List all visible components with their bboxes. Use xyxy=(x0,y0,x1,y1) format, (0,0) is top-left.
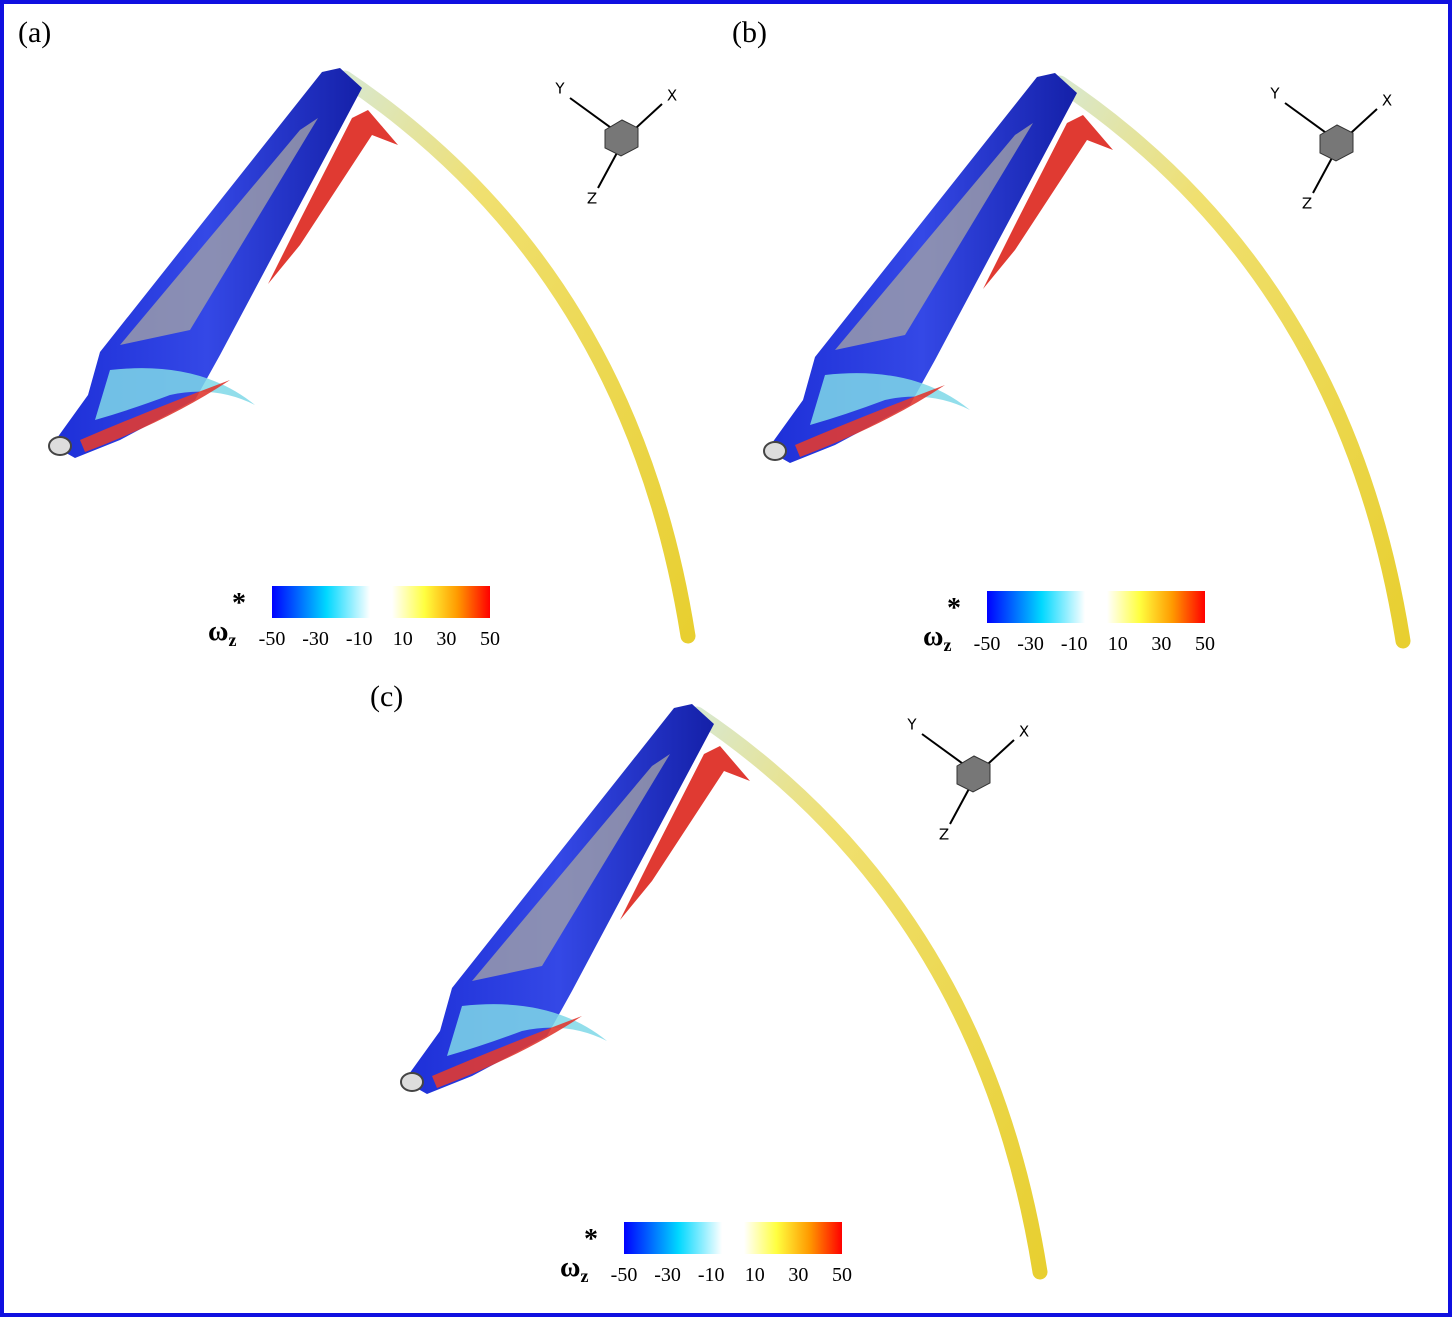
colorbar-tick: -30 xyxy=(1017,633,1044,655)
axis-label: Z xyxy=(587,190,597,208)
axis-label: Y xyxy=(1269,85,1280,103)
axis-label: Z xyxy=(939,826,949,844)
colorbar-tick: 10 xyxy=(393,628,413,650)
colorbar-tick: 10 xyxy=(745,1264,765,1286)
frame xyxy=(2,2,1450,1315)
panel-label: (a) xyxy=(18,16,51,49)
colorbar-symbol: ωz xyxy=(923,621,951,655)
colorbar-tick: 50 xyxy=(1195,633,1215,655)
figure: (a)YXZωz*-50-30-10103050(b)YXZωz*-50-30-… xyxy=(0,0,1452,1317)
panel-label: (b) xyxy=(732,16,767,49)
colorbar-symbol: ωz xyxy=(208,616,236,650)
axis-label: X xyxy=(1019,723,1029,741)
vortex-arc xyxy=(697,714,1040,1272)
axis-cube xyxy=(1320,125,1353,161)
colorbar-tick: -50 xyxy=(259,628,286,650)
panel-label: (c) xyxy=(370,680,403,713)
vortex-arc xyxy=(1060,83,1403,641)
axis-label: Y xyxy=(906,716,917,734)
superscript: * xyxy=(584,1224,598,1255)
colorbar-tick: 50 xyxy=(832,1264,852,1286)
pipe-end xyxy=(764,442,786,460)
symbol: ω xyxy=(560,1252,580,1283)
superscript: * xyxy=(232,588,246,619)
axis-label: Z xyxy=(1302,195,1312,213)
colorbar xyxy=(272,586,490,618)
colorbar-tick: 10 xyxy=(1108,633,1128,655)
axis-label: X xyxy=(1382,92,1392,110)
colorbar-tick: 30 xyxy=(1151,633,1171,655)
superscript: * xyxy=(947,593,961,624)
colorbar xyxy=(624,1222,842,1254)
vortex-arc xyxy=(345,78,688,636)
colorbar-tick: -30 xyxy=(302,628,329,650)
axis-cube xyxy=(605,120,638,156)
colorbar-tick: -50 xyxy=(611,1264,638,1286)
symbol: ω xyxy=(208,616,228,647)
colorbar-tick: 50 xyxy=(480,628,500,650)
colorbar-tick: -10 xyxy=(1061,633,1088,655)
pipe-end xyxy=(49,437,71,455)
colorbar xyxy=(987,591,1205,623)
axis-cube xyxy=(957,756,990,792)
subscript: z xyxy=(943,635,951,655)
axis-label: X xyxy=(667,87,677,105)
pipe-end xyxy=(401,1073,423,1091)
colorbar-tick: -30 xyxy=(654,1264,681,1286)
colorbar-tick: 30 xyxy=(788,1264,808,1286)
colorbar-symbol: ωz xyxy=(560,1252,588,1286)
colorbar-tick: -10 xyxy=(346,628,373,650)
axis-label: Y xyxy=(554,80,565,98)
colorbar-tick: -10 xyxy=(698,1264,725,1286)
subscript: z xyxy=(228,630,236,650)
subscript: z xyxy=(580,1266,588,1286)
colorbar-tick: -50 xyxy=(974,633,1001,655)
colorbar-tick: 30 xyxy=(436,628,456,650)
symbol: ω xyxy=(923,621,943,652)
